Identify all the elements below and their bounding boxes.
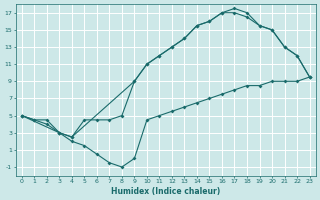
X-axis label: Humidex (Indice chaleur): Humidex (Indice chaleur) (111, 187, 220, 196)
